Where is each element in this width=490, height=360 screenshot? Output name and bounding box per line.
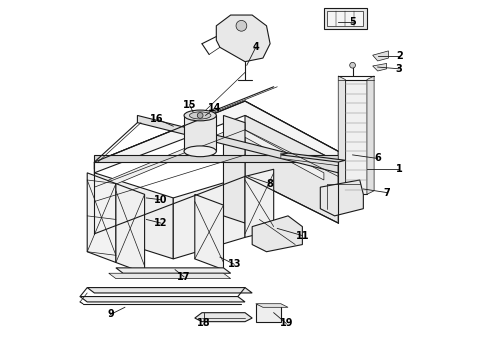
Polygon shape <box>137 116 338 173</box>
Polygon shape <box>320 180 364 216</box>
Text: 17: 17 <box>177 272 191 282</box>
Polygon shape <box>373 51 389 61</box>
Ellipse shape <box>184 110 216 121</box>
Text: 6: 6 <box>374 153 381 163</box>
Text: 18: 18 <box>197 319 211 328</box>
Text: 4: 4 <box>252 42 259 52</box>
Polygon shape <box>95 173 173 259</box>
Text: 15: 15 <box>183 100 196 110</box>
Polygon shape <box>281 153 338 166</box>
Text: 16: 16 <box>150 114 164 124</box>
Polygon shape <box>367 76 374 194</box>
Polygon shape <box>195 194 223 270</box>
Polygon shape <box>95 101 338 169</box>
Polygon shape <box>87 288 252 293</box>
Text: 3: 3 <box>396 64 403 74</box>
Text: 8: 8 <box>267 179 273 189</box>
Circle shape <box>350 62 355 68</box>
Ellipse shape <box>190 112 211 119</box>
Polygon shape <box>256 304 288 307</box>
Text: 2: 2 <box>396 51 403 61</box>
Circle shape <box>236 21 247 31</box>
Polygon shape <box>173 176 245 259</box>
Polygon shape <box>281 153 345 162</box>
Text: 19: 19 <box>279 319 293 328</box>
Polygon shape <box>95 101 338 173</box>
Polygon shape <box>373 63 387 71</box>
Polygon shape <box>338 76 345 194</box>
Text: 7: 7 <box>383 188 390 198</box>
Text: 14: 14 <box>208 103 221 113</box>
Polygon shape <box>109 273 231 279</box>
Polygon shape <box>95 155 338 162</box>
Text: 13: 13 <box>227 259 241 269</box>
Circle shape <box>197 113 203 118</box>
Text: 9: 9 <box>107 310 114 319</box>
Ellipse shape <box>184 146 216 157</box>
Polygon shape <box>80 297 245 302</box>
Polygon shape <box>245 169 274 237</box>
Polygon shape <box>223 116 245 223</box>
Text: 12: 12 <box>154 218 168 228</box>
Polygon shape <box>252 216 302 252</box>
Polygon shape <box>345 80 367 194</box>
Polygon shape <box>216 15 270 62</box>
Polygon shape <box>245 116 338 223</box>
Polygon shape <box>195 313 252 321</box>
Polygon shape <box>116 268 231 273</box>
Text: 5: 5 <box>349 17 356 27</box>
Text: 11: 11 <box>295 231 309 240</box>
Polygon shape <box>256 304 281 321</box>
Polygon shape <box>324 8 367 30</box>
Polygon shape <box>116 184 145 273</box>
Polygon shape <box>109 126 324 187</box>
Text: 1: 1 <box>396 164 403 174</box>
Polygon shape <box>327 12 364 26</box>
Polygon shape <box>87 173 116 262</box>
Polygon shape <box>184 116 216 151</box>
Text: 10: 10 <box>154 195 168 205</box>
